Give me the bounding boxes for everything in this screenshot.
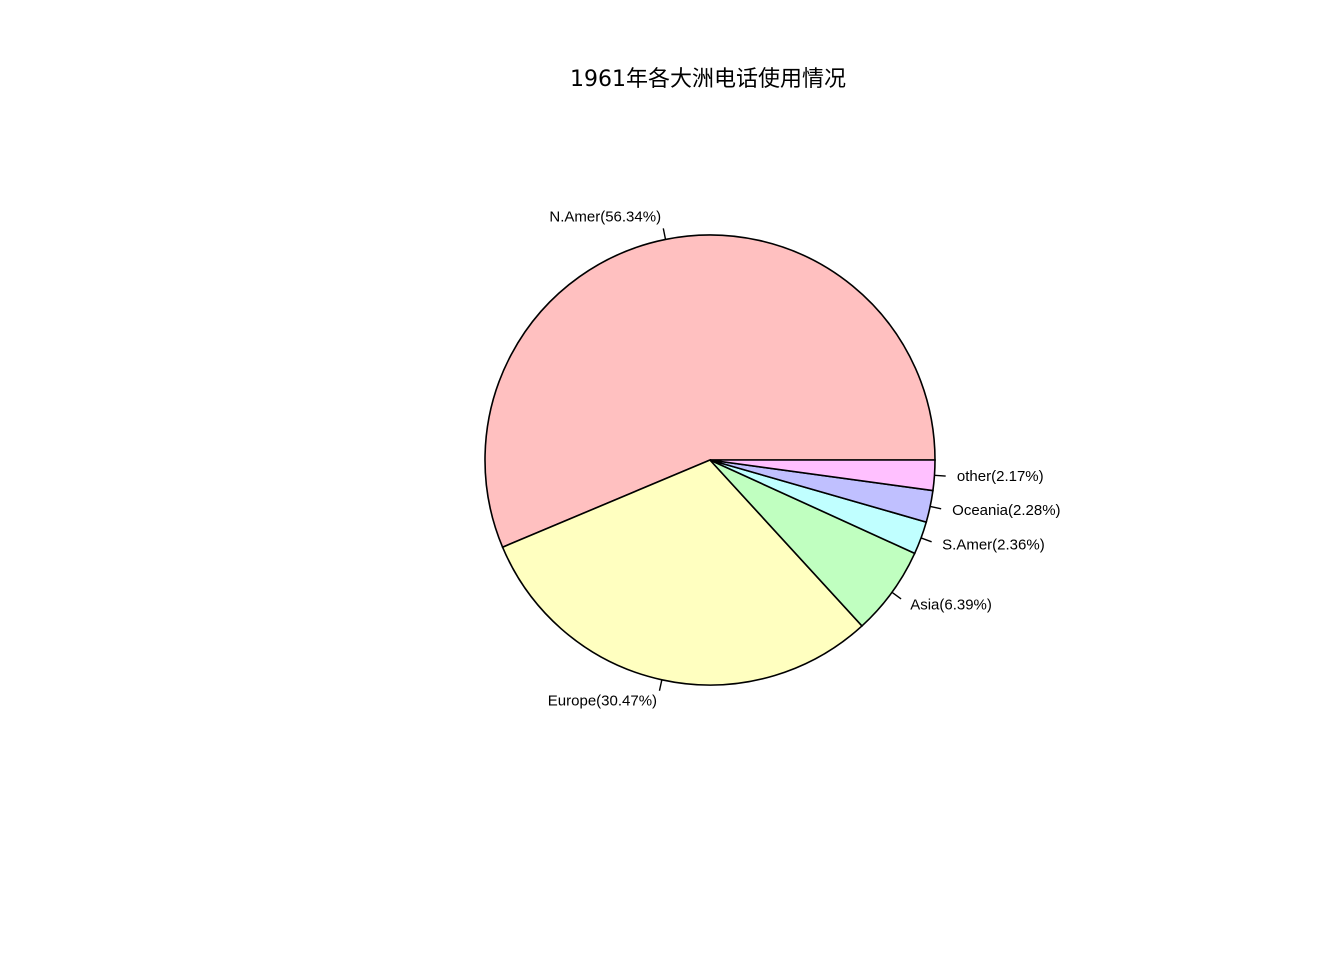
slice-label-asia: Asia(6.39%) xyxy=(910,596,992,613)
label-tick-s-amer xyxy=(920,537,932,543)
pie-slice-n-amer xyxy=(484,234,936,549)
slice-label-other: other(2.17%) xyxy=(957,468,1044,485)
chart-title: 1961年各大洲电话使用情况 xyxy=(570,67,846,92)
pie-slices xyxy=(484,234,936,686)
slice-label-s-amer: S.Amer(2.36%) xyxy=(942,537,1045,554)
label-tick-europe xyxy=(658,679,663,691)
slice-label-oceania: Oceania(2.28%) xyxy=(952,502,1060,519)
label-tick-n-amer xyxy=(662,228,667,240)
slice-label-europe: Europe(30.47%) xyxy=(548,693,657,710)
label-tick-asia xyxy=(891,591,902,600)
label-tick-oceania xyxy=(930,505,942,510)
slice-label-n-amer: N.Amer(56.34%) xyxy=(549,208,661,225)
pie-labels: N.Amer(56.34%) Europe(30.47%) Asia(6.39%) S… xyxy=(548,208,1061,709)
pie-slice-europe xyxy=(501,459,864,686)
pie-slice-other xyxy=(709,459,936,492)
label-tick-other xyxy=(934,474,946,477)
